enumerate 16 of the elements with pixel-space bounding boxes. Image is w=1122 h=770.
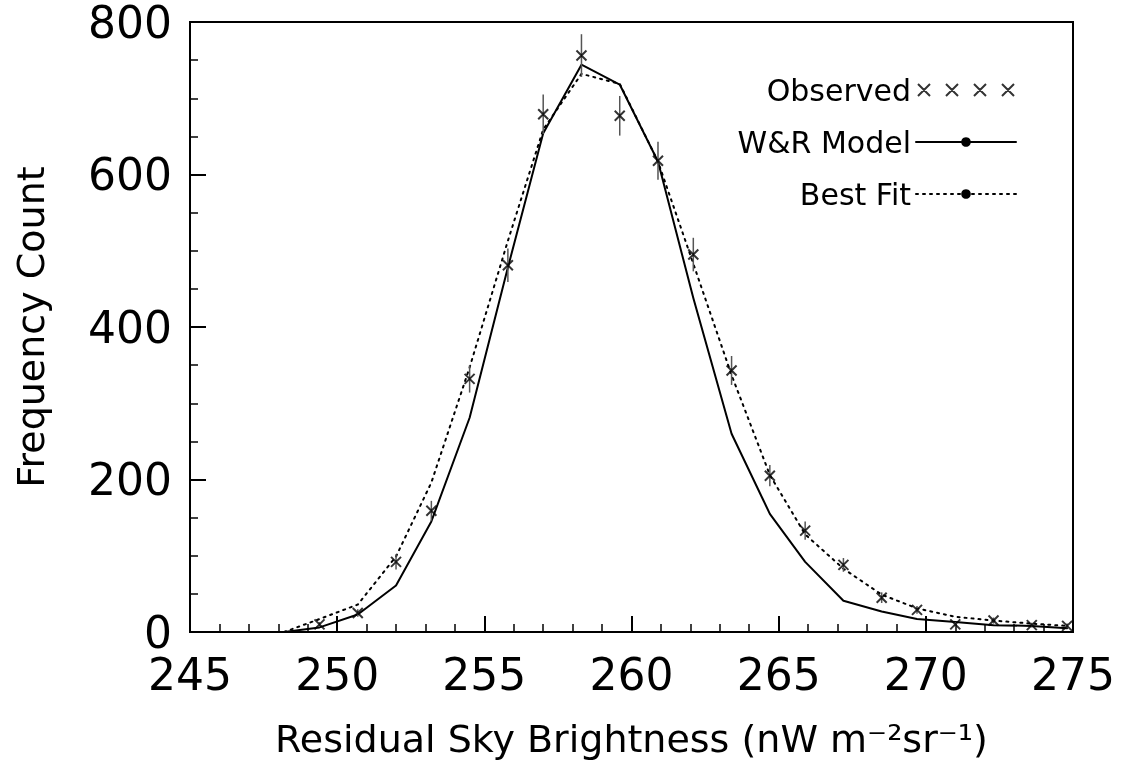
x-axis-title: Residual Sky Brightness (nW m⁻²sr⁻¹) [275,717,988,761]
legend-label: Observed [766,72,911,108]
legend-label: W&R Model [737,124,911,160]
y-tick-label: 600 [88,149,172,200]
x-tick-label: 265 [736,648,821,700]
x-tick-label: 270 [883,648,968,700]
x-tick-label: 255 [442,648,527,700]
x-tick-label: 275 [1031,648,1115,700]
x-tick-label: 250 [295,648,380,700]
x-tick-label: 260 [589,648,674,700]
y-axis-title: Frequency Count [9,166,53,488]
y-tick-label: 400 [88,301,172,353]
y-tick-label: 800 [88,0,172,48]
x-tick-label: 245 [148,648,232,700]
y-tick-label: 200 [88,454,172,505]
legend-label: Best Fit [799,176,912,212]
